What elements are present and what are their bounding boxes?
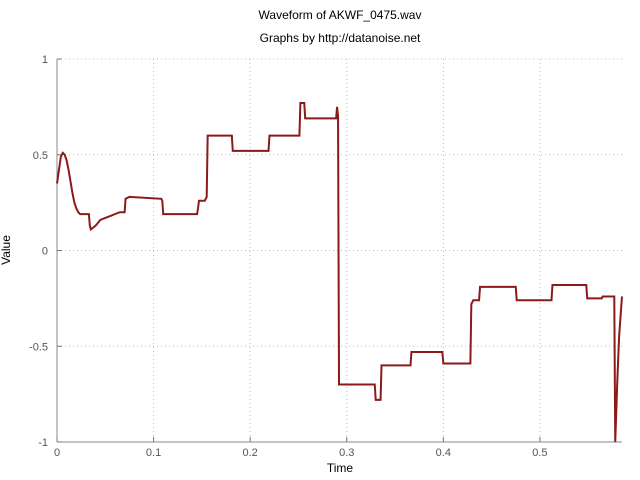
waveform-line [56,102,623,443]
chart-subtitle: Graphs by http://datanoise.net [259,31,421,45]
x-tick-label: 0.5 [532,447,547,459]
y-axis-label: Value [0,235,13,265]
series [56,102,623,443]
x-tick-label: 0.4 [436,447,451,459]
x-tick-label: 0 [54,447,60,459]
y-tick-label: 0 [42,246,48,258]
y-tick-label: -1 [38,437,48,449]
x-tick-label: 0.3 [339,447,354,459]
y-tick-label: 0.5 [33,150,48,162]
x-tick-label: 0.1 [146,447,161,459]
ticks: 0 0.1 0.2 0.3 0.4 0.5 1 0.5 0 -0.5 -1 [29,54,548,459]
chart-title: Waveform of AKWF_0475.wav [258,8,422,22]
x-axis-label: Time [326,461,354,475]
x-tick-label: 0.2 [243,447,258,459]
y-tick-label: -0.5 [29,341,48,353]
y-tick-label: 1 [42,54,48,66]
